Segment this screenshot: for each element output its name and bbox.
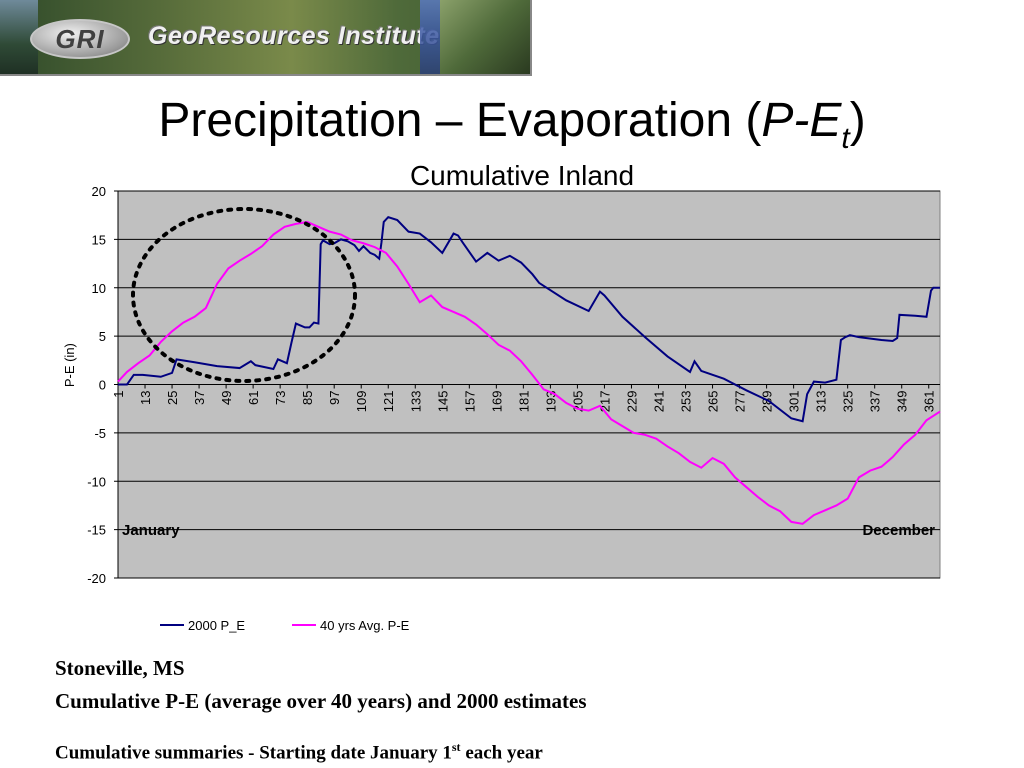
y-axis-label: P-E (in) bbox=[62, 343, 77, 387]
x-tick-label: 337 bbox=[868, 391, 883, 413]
x-tick-label: 25 bbox=[165, 391, 180, 405]
x-tick-label: 157 bbox=[462, 391, 477, 413]
series-line-2 bbox=[117, 220, 941, 525]
x-tick-label: 37 bbox=[192, 391, 207, 405]
y-tick-label: -20 bbox=[87, 571, 106, 586]
y-tick-label: -15 bbox=[87, 523, 106, 538]
caption-start-sup: st bbox=[451, 740, 461, 754]
caption-start-text: Cumulative summaries - Starting date Jan… bbox=[55, 742, 452, 764]
header-banner: GRI GeoResources Institute bbox=[0, 0, 532, 76]
annotation-january: January bbox=[122, 522, 180, 539]
y-tick-label: 5 bbox=[99, 329, 106, 344]
x-tick-label: 49 bbox=[219, 391, 234, 405]
x-tick-label: 193 bbox=[543, 391, 558, 413]
x-tick-label: 133 bbox=[408, 391, 423, 413]
banner-photo-field bbox=[440, 0, 530, 74]
x-tick-label: 301 bbox=[787, 391, 802, 413]
x-tick-label: 73 bbox=[273, 391, 288, 405]
y-tick-label: -10 bbox=[87, 474, 106, 489]
institute-name: GeoResources Institute bbox=[148, 22, 440, 50]
x-tick-label: 1 bbox=[111, 391, 126, 398]
title-text: Precipitation – Evaporation ( bbox=[158, 94, 762, 147]
x-tick-label: 85 bbox=[300, 391, 315, 405]
x-tick-label: 325 bbox=[841, 391, 856, 413]
y-tick-label: -5 bbox=[94, 426, 106, 441]
x-tick-label: 13 bbox=[138, 391, 153, 405]
y-tick-label: 10 bbox=[92, 281, 106, 296]
caption-start-date: Cumulative summaries - Starting date Jan… bbox=[55, 740, 543, 764]
x-tick-label: 145 bbox=[435, 391, 450, 413]
x-tick-label: 313 bbox=[814, 391, 829, 413]
x-tick-label: 349 bbox=[895, 391, 910, 413]
x-tick-label: 121 bbox=[381, 391, 396, 413]
annotation-december: December bbox=[862, 522, 935, 539]
x-tick-label: 61 bbox=[246, 391, 261, 405]
x-tick-label: 361 bbox=[922, 391, 937, 413]
highlight-circle bbox=[131, 207, 357, 383]
series-line-1 bbox=[118, 215, 940, 423]
title-subscript: t bbox=[841, 122, 850, 155]
x-tick-label: 109 bbox=[354, 391, 369, 413]
gri-logo: GRI bbox=[30, 19, 130, 59]
y-tick-label: 20 bbox=[92, 184, 106, 199]
caption-start-tail: each year bbox=[460, 742, 543, 764]
y-tick-label: 0 bbox=[99, 378, 106, 393]
x-tick-label: 241 bbox=[651, 391, 666, 413]
legend-label-2: 40 yrs Avg. P-E bbox=[320, 618, 410, 633]
legend-label-1: 2000 P_E bbox=[188, 618, 245, 633]
title-close: ) bbox=[849, 94, 866, 147]
x-tick-label: 181 bbox=[516, 391, 531, 413]
y-tick-label: 15 bbox=[92, 232, 106, 247]
x-tick-label: 229 bbox=[624, 391, 639, 413]
pe-chart: 20 15 10 5 0 -5 -10 -15 -20 1 13 25 37 49 61 73 85 97 109 1… bbox=[62, 184, 941, 633]
x-tick-label: 289 bbox=[760, 391, 775, 413]
x-tick-label: 217 bbox=[597, 391, 612, 413]
x-tick-label: 253 bbox=[679, 391, 694, 413]
chart-title: Cumulative Inland bbox=[409, 160, 635, 191]
title-pe: P-E bbox=[761, 94, 842, 147]
caption-location: Stoneville, MS bbox=[55, 656, 185, 680]
caption-description: Cumulative P-E (average over 40 years) a… bbox=[55, 689, 587, 713]
x-tick-label: 97 bbox=[327, 391, 342, 405]
x-tick-label: 277 bbox=[733, 391, 748, 413]
x-tick-label: 265 bbox=[706, 391, 721, 413]
slide-title: Precipitation – Evaporation (P-Et) bbox=[0, 92, 1024, 168]
x-tick-label: 169 bbox=[489, 391, 504, 413]
